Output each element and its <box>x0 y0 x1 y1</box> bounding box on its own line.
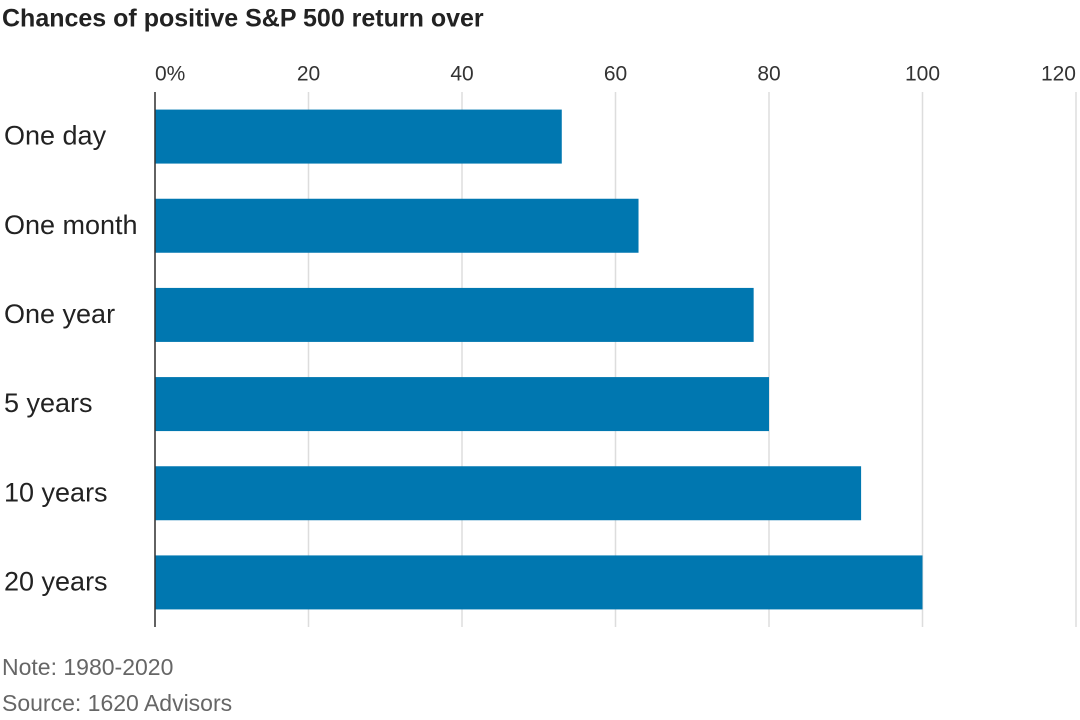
source: Source: 1620 Advisors <box>2 690 232 716</box>
category-label: One day <box>4 121 107 151</box>
x-tick-label: 60 <box>604 63 627 86</box>
bar <box>155 555 923 610</box>
bar <box>155 198 639 253</box>
x-tick-label: 100 <box>905 63 940 86</box>
x-tick-label: 40 <box>450 63 473 86</box>
category-label: 10 years <box>4 477 108 507</box>
category-label: 5 years <box>4 388 93 418</box>
category-label: One month <box>4 210 138 240</box>
x-tick-label: 120 <box>1041 63 1076 86</box>
x-tick-label: 20 <box>297 63 320 86</box>
x-tick-label: 80 <box>757 63 780 86</box>
note: Note: 1980-2020 <box>2 654 173 680</box>
x-tick-label: 0% <box>155 63 185 86</box>
chart-title: Chances of positive S&P 500 return over <box>2 5 484 33</box>
bar <box>155 109 562 164</box>
category-label: 20 years <box>4 567 108 597</box>
bar <box>155 466 862 521</box>
category-label: One year <box>4 299 115 329</box>
bar <box>155 287 754 342</box>
bar <box>155 377 769 432</box>
